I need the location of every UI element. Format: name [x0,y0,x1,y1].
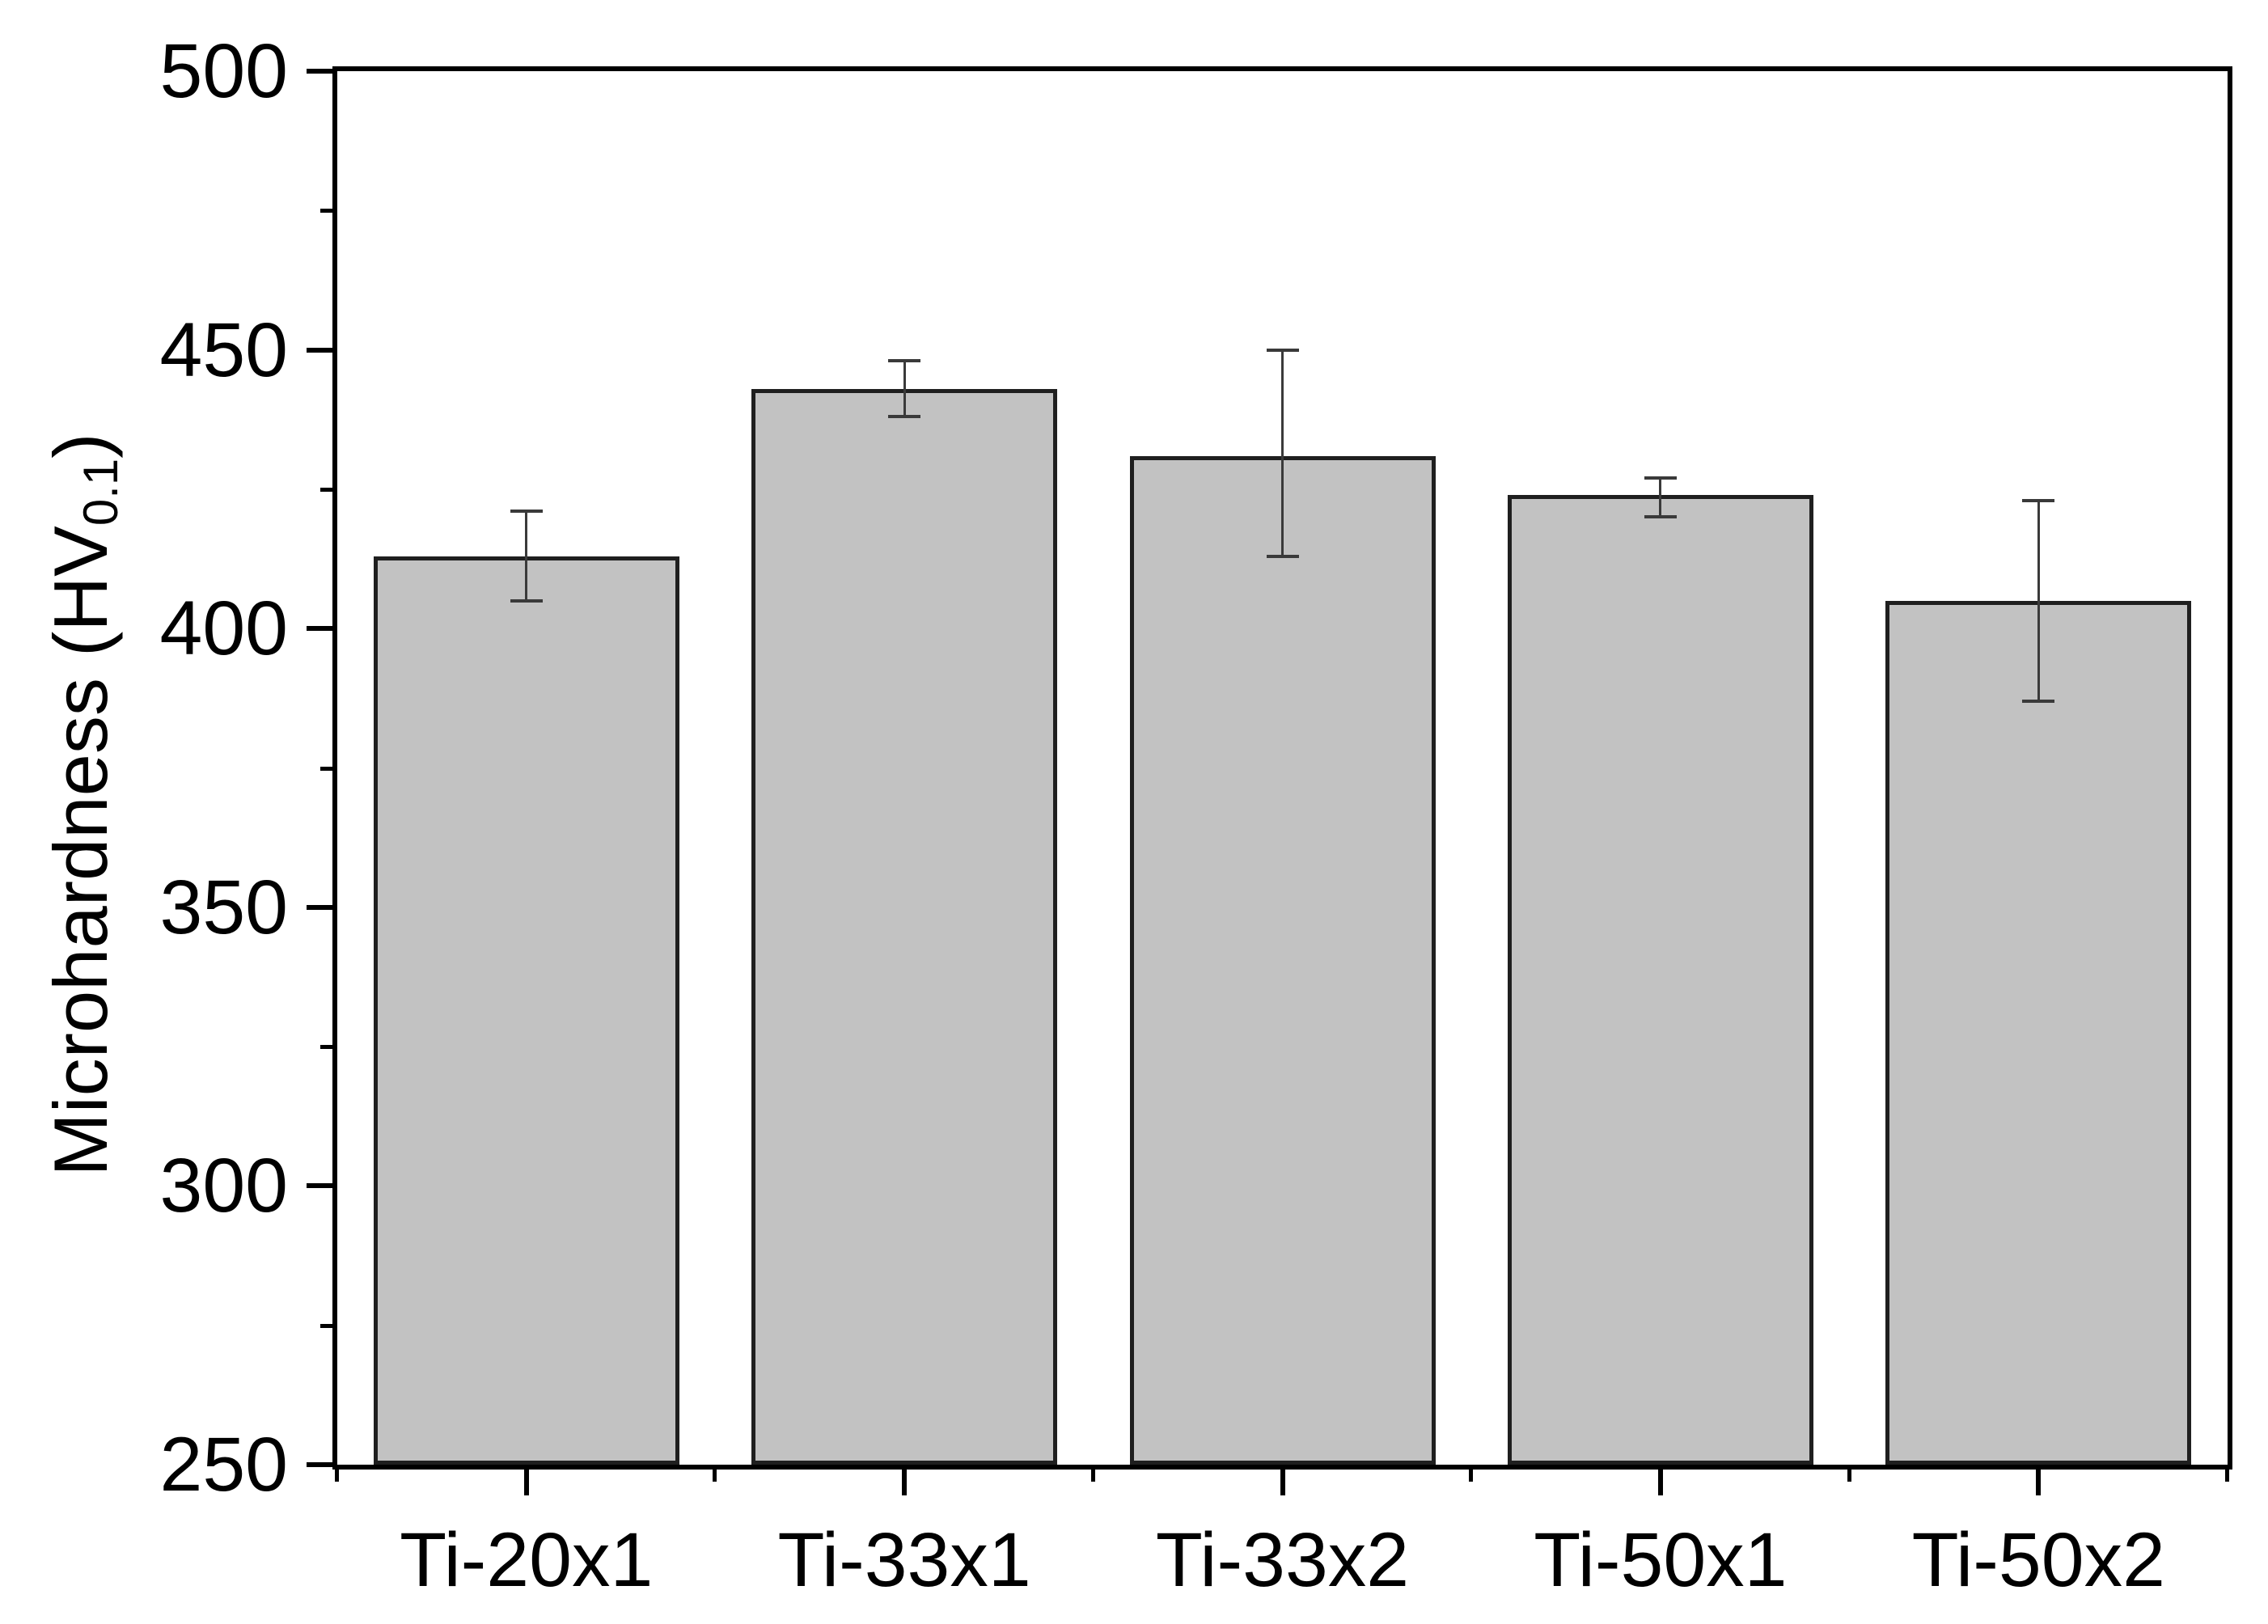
error-bar-cap-top [888,359,921,363]
error-bar-cap-top [1644,476,1677,480]
x-axis-minor-tick [713,1465,717,1482]
y-axis-minor-tick [320,1045,337,1050]
error-bar-cap-top [510,510,543,514]
y-axis-major-tick [307,69,337,74]
x-axis-major-tick [523,1465,529,1495]
y-axis-tick-label: 300 [159,1143,288,1229]
error-bar-cap-bottom [888,415,921,419]
error-bar-cap-top [1266,348,1299,352]
y-axis-tick-label: 400 [159,586,288,672]
y-axis-major-tick [307,626,337,632]
error-bar-cap-bottom [1266,554,1299,558]
bar [373,556,679,1465]
y-axis-tick-label: 500 [159,28,288,114]
x-axis-minor-tick [1469,1465,1474,1482]
error-bar-line [1281,349,1284,556]
x-axis-major-tick [1280,1465,1285,1495]
y-axis-minor-tick [320,766,337,771]
y-axis-minor-tick [320,487,337,492]
x-axis-minor-tick [1847,1465,1851,1482]
error-bar-line [903,361,906,417]
x-axis-minor-tick [2225,1465,2229,1482]
x-axis-category-label: Ti-50x2 [1911,1517,2165,1603]
y-axis-major-tick [307,347,337,353]
error-bar-cap-bottom [2022,699,2055,703]
bar [751,388,1058,1465]
x-axis-category-label: Ti-33x2 [1155,1517,1410,1603]
x-axis-minor-tick [1090,1465,1095,1482]
y-axis-major-tick [307,1462,337,1467]
bar [1885,600,2192,1465]
plot-area [332,66,2232,1470]
y-axis-title: Microhardness (HV0.1) [36,433,135,1176]
bar [1507,494,1813,1465]
y-axis-minor-tick [320,1323,337,1328]
x-axis-category-label: Ti-33x1 [777,1517,1031,1603]
y-axis-major-tick [307,1183,337,1189]
x-axis-major-tick [902,1465,908,1495]
y-axis-title-close-paren: ) [38,433,123,459]
error-bar-line [2037,500,2040,701]
error-bar-cap-bottom [1644,515,1677,519]
error-bar-line [1659,478,1662,518]
y-axis-minor-tick [320,209,337,214]
error-bar-cap-top [2022,498,2055,502]
x-axis-major-tick [2036,1465,2042,1495]
x-axis-category-label: Ti-20x1 [400,1517,654,1603]
y-axis-tick-label: 450 [159,307,288,393]
error-bar-line [525,511,528,601]
y-axis-major-tick [307,904,337,910]
x-axis-major-tick [1657,1465,1663,1495]
y-axis-title-subscript: 0.1 [74,458,129,527]
x-axis-category-label: Ti-50x1 [1534,1517,1788,1603]
bar [1129,455,1436,1465]
y-axis-tick-label: 250 [159,1422,288,1508]
error-bar-cap-bottom [510,598,543,603]
x-axis-minor-tick [335,1465,339,1482]
y-axis-tick-label: 350 [159,864,288,950]
